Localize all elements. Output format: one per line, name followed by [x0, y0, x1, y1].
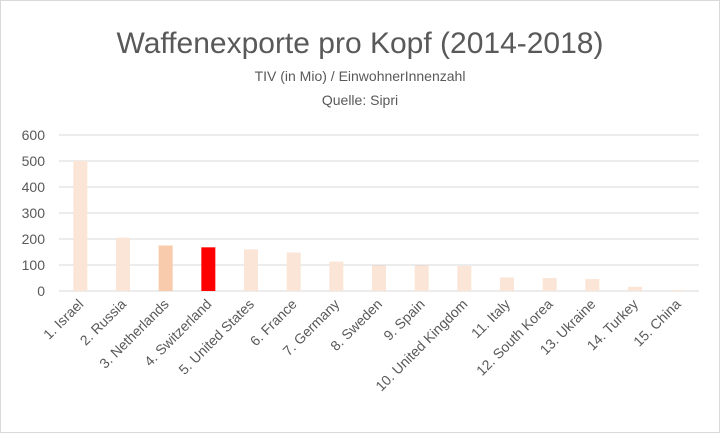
- chart-title: Waffenexporte pro Kopf (2014-2018): [117, 27, 604, 60]
- bar: [670, 290, 685, 291]
- y-tick-label: 200: [22, 231, 46, 247]
- bar: [286, 252, 301, 291]
- x-tick-label: 15. China: [630, 296, 684, 350]
- x-tick-label: 5. United States: [175, 296, 257, 378]
- y-tick-label: 100: [22, 257, 46, 273]
- bar: [73, 161, 88, 291]
- y-tick-label: 400: [22, 179, 46, 195]
- bar: [201, 247, 216, 291]
- bar: [542, 278, 557, 291]
- y-tick-label: 500: [22, 153, 46, 169]
- bar: [372, 265, 386, 291]
- y-tick-label: 300: [22, 205, 46, 221]
- bar: [585, 279, 600, 291]
- bar: [628, 286, 642, 291]
- bar: [329, 261, 344, 291]
- chart-subtitle-2: Quelle: Sipri: [322, 92, 398, 108]
- bar: [244, 249, 258, 291]
- bar: [500, 277, 514, 291]
- y-tick-label: 0: [37, 283, 45, 299]
- chart-subtitle-1: TIV (in Mio) / EinwohnerInnenzahl: [255, 68, 466, 84]
- bar: [158, 245, 173, 291]
- bar: [116, 237, 130, 291]
- y-tick-label: 600: [22, 127, 46, 143]
- bar: [457, 266, 472, 291]
- bar: [414, 265, 429, 291]
- x-tick-label: 12. South Korea: [473, 296, 556, 379]
